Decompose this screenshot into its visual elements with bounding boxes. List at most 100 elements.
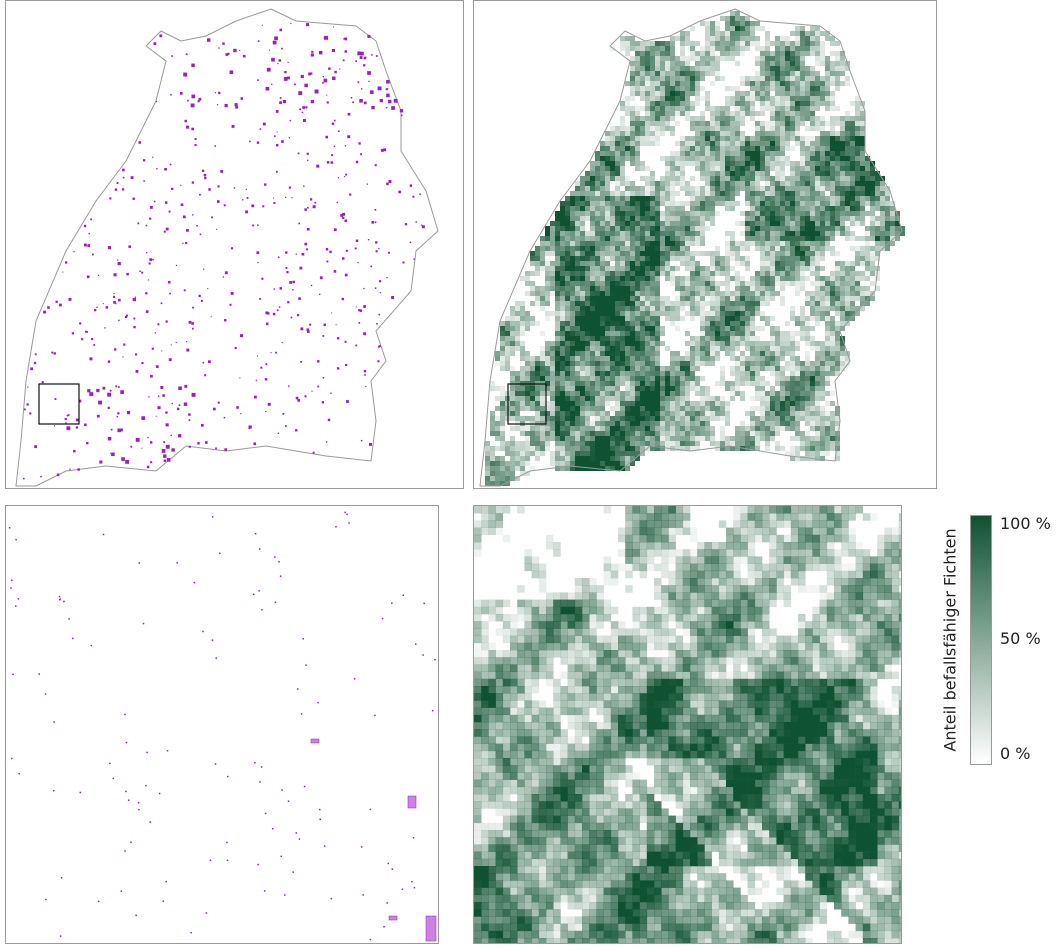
spruce-share-cell bbox=[855, 211, 860, 216]
spruce-share-cell bbox=[615, 186, 620, 191]
spruce-share-cell bbox=[890, 216, 895, 221]
spruce-share-cell bbox=[765, 391, 770, 396]
spruce-share-cell bbox=[585, 371, 590, 376]
spruce-share-cell bbox=[625, 246, 630, 251]
spruce-share-cell bbox=[830, 321, 835, 326]
spruce-share-cell bbox=[625, 411, 630, 416]
spruce-share-cell bbox=[555, 336, 560, 341]
spruce-share-cell bbox=[595, 431, 600, 436]
spruce-share-cell bbox=[665, 176, 670, 181]
spruce-share-cell bbox=[770, 181, 775, 186]
spruce-share-cell bbox=[860, 236, 865, 241]
spruce-share-cell bbox=[765, 401, 770, 406]
spruce-share-cell bbox=[640, 396, 645, 401]
spruce-share-cell bbox=[670, 106, 675, 111]
spruce-share-cell bbox=[610, 176, 615, 181]
spruce-share-cell bbox=[660, 221, 665, 226]
spruce-share-cell bbox=[620, 371, 625, 376]
spruce-share-cell bbox=[700, 271, 705, 276]
spruce-share-cell bbox=[810, 391, 815, 396]
spruce-share-cell bbox=[495, 386, 500, 391]
spruce-share-cell bbox=[670, 361, 675, 366]
spruce-share-cell bbox=[790, 211, 795, 216]
spruce-share-cell bbox=[645, 346, 650, 351]
spruce-share-cell bbox=[715, 201, 720, 206]
spruce-share-cell bbox=[840, 171, 845, 176]
spruce-share-cell bbox=[555, 396, 560, 401]
spruce-share-cell bbox=[510, 411, 515, 416]
spruce-share-cell bbox=[700, 436, 705, 441]
infestation-patch bbox=[186, 348, 190, 352]
infestation-patch bbox=[229, 70, 234, 75]
spruce-share-cell bbox=[745, 426, 750, 431]
spruce-share-cell bbox=[775, 76, 780, 81]
spruce-share-cell bbox=[635, 191, 640, 196]
spruce-share-cell bbox=[570, 206, 575, 211]
spruce-share-cell bbox=[545, 271, 550, 276]
spruce-share-cell bbox=[670, 311, 675, 316]
spruce-share-cell bbox=[640, 266, 645, 271]
spruce-share-cell bbox=[730, 321, 735, 326]
spruce-share-cell bbox=[780, 151, 785, 156]
spruce-share-cell bbox=[520, 356, 525, 361]
spruce-share-cell bbox=[840, 201, 845, 206]
spruce-share-cell bbox=[795, 381, 800, 386]
spruce-share-cell bbox=[510, 396, 515, 401]
spruce-share-cell bbox=[575, 221, 580, 226]
spruce-share-cell bbox=[660, 371, 665, 376]
spruce-share-cell bbox=[600, 246, 605, 251]
spruce-share-cell bbox=[855, 171, 860, 176]
spruce-share-cell bbox=[710, 121, 715, 126]
spruce-share-cell bbox=[555, 256, 560, 261]
spruce-share-cell bbox=[800, 186, 805, 191]
spruce-share-cell bbox=[830, 76, 835, 81]
infestation-patch bbox=[122, 176, 125, 179]
spruce-share-cell bbox=[800, 36, 805, 41]
spruce-share-cell bbox=[800, 311, 805, 316]
spruce-share-cell bbox=[770, 141, 775, 146]
spruce-share-cell bbox=[565, 386, 570, 391]
spruce-share-cell bbox=[750, 26, 755, 31]
spruce-share-cell bbox=[605, 241, 610, 246]
spruce-share-cell bbox=[600, 151, 605, 156]
spruce-share-cell bbox=[665, 231, 670, 236]
spruce-share-cell bbox=[605, 136, 610, 141]
spruce-share-cell bbox=[625, 226, 630, 231]
spruce-share-cell bbox=[500, 401, 505, 406]
spruce-share-cell bbox=[745, 226, 750, 231]
spruce-share-cell bbox=[500, 416, 505, 421]
spruce-share-cell bbox=[635, 56, 640, 61]
spruce-share-cell bbox=[740, 136, 745, 141]
infestation-patch bbox=[278, 59, 282, 62]
spruce-share-cell bbox=[815, 106, 820, 111]
spruce-share-cell bbox=[625, 361, 630, 366]
spruce-share-cell bbox=[715, 336, 720, 341]
spruce-share-cell bbox=[655, 286, 660, 291]
spruce-share-cell bbox=[805, 381, 810, 386]
spruce-share-cell bbox=[640, 356, 645, 361]
spruce-share-cell bbox=[575, 241, 580, 246]
spruce-share-cell bbox=[615, 216, 620, 221]
infestation-patch bbox=[347, 135, 351, 139]
spruce-share-cell bbox=[805, 141, 810, 146]
spruce-share-cell bbox=[640, 441, 645, 446]
spruce-share-cell bbox=[755, 136, 760, 141]
spruce-share-cell bbox=[775, 211, 780, 216]
infestation-patch bbox=[302, 118, 306, 122]
infestation-patch bbox=[265, 363, 268, 366]
spruce-share-cell bbox=[820, 226, 825, 231]
spruce-share-cell bbox=[655, 281, 660, 286]
spruce-share-cell bbox=[685, 301, 690, 306]
spruce-share-cell bbox=[800, 91, 805, 96]
spruce-share-cell bbox=[720, 161, 725, 166]
spruce-share-cell bbox=[650, 131, 655, 136]
spruce-share-cell bbox=[700, 166, 705, 171]
infestation-patch bbox=[163, 459, 167, 462]
infestation-patch bbox=[200, 423, 204, 427]
spruce-share-cell bbox=[760, 166, 765, 171]
spruce-share-cell bbox=[805, 181, 810, 186]
spruce-share-cell bbox=[795, 436, 800, 441]
spruce-share-cell bbox=[565, 231, 570, 236]
spruce-share-cell bbox=[615, 306, 620, 311]
spruce-share-cell bbox=[535, 286, 540, 291]
